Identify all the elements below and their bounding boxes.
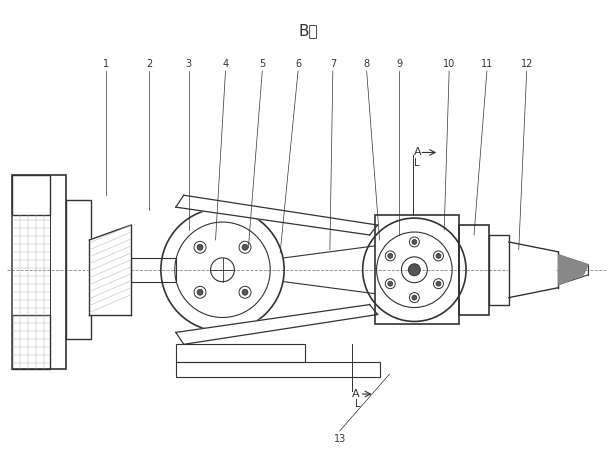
Text: 11: 11 <box>481 59 493 69</box>
Bar <box>12 315 49 369</box>
Text: 3: 3 <box>185 59 192 69</box>
Circle shape <box>242 244 248 250</box>
Text: 2: 2 <box>146 59 152 69</box>
Circle shape <box>408 264 420 276</box>
Circle shape <box>242 289 248 295</box>
Bar <box>459 225 489 315</box>
Bar <box>176 362 379 377</box>
Text: 4: 4 <box>222 59 229 69</box>
Circle shape <box>388 254 393 258</box>
Text: B向: B向 <box>298 23 318 38</box>
Text: 6: 6 <box>295 59 301 69</box>
Circle shape <box>197 289 203 295</box>
Text: A: A <box>415 147 422 158</box>
Text: 10: 10 <box>443 59 455 69</box>
Text: 12: 12 <box>521 59 533 69</box>
Text: A: A <box>352 389 359 399</box>
Text: L: L <box>415 158 420 168</box>
Circle shape <box>436 254 441 258</box>
Text: 9: 9 <box>396 59 402 69</box>
Polygon shape <box>176 195 378 235</box>
Text: 1: 1 <box>103 59 109 69</box>
Text: 8: 8 <box>363 59 370 69</box>
Circle shape <box>197 244 203 250</box>
Bar <box>489 235 509 305</box>
Polygon shape <box>509 242 559 298</box>
Polygon shape <box>559 255 588 285</box>
Bar <box>176 344 305 362</box>
Text: L: L <box>355 399 360 409</box>
Text: 5: 5 <box>259 59 265 69</box>
Circle shape <box>436 281 441 286</box>
Bar <box>12 175 49 215</box>
Circle shape <box>412 295 417 300</box>
Bar <box>375 215 459 324</box>
Polygon shape <box>176 305 378 344</box>
Circle shape <box>412 240 417 245</box>
Text: 7: 7 <box>330 59 336 69</box>
Bar <box>12 175 67 369</box>
Bar <box>131 258 176 282</box>
Bar <box>67 200 91 339</box>
Polygon shape <box>89 225 131 315</box>
Text: 13: 13 <box>334 434 346 444</box>
Circle shape <box>388 281 393 286</box>
